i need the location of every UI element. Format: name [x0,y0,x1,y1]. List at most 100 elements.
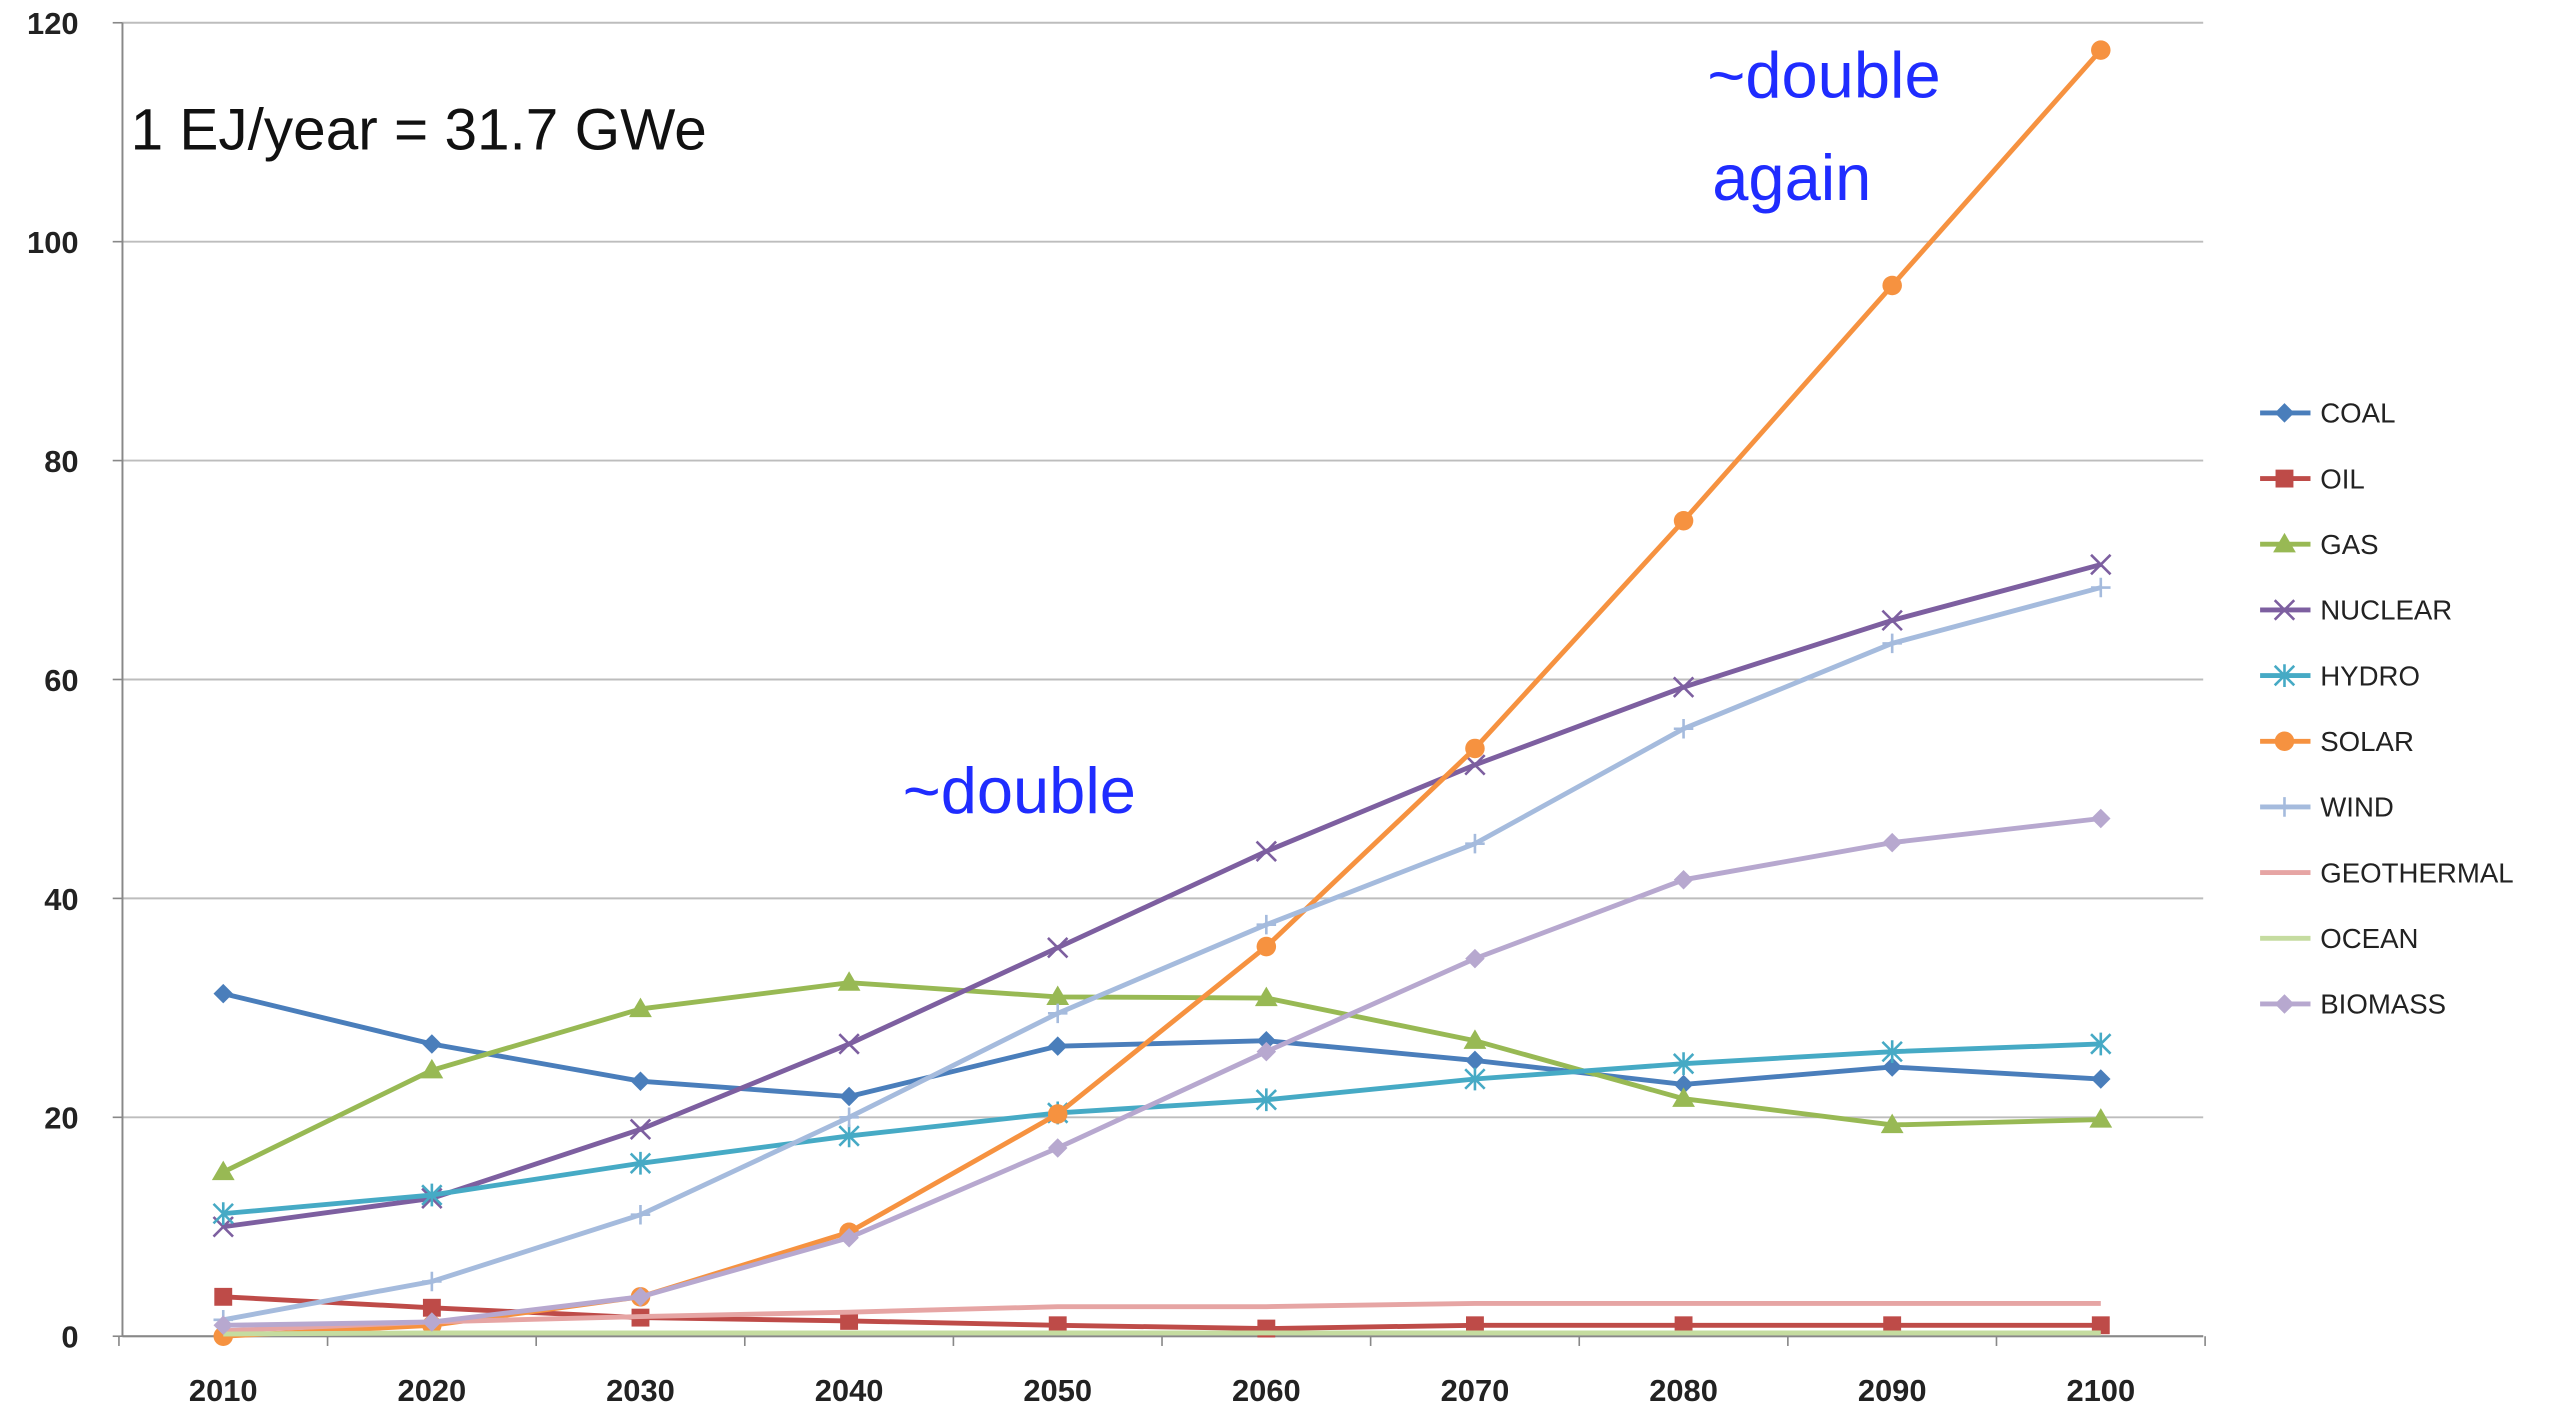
marker [2274,731,2295,752]
marker [420,1058,444,1079]
marker [1465,1050,1485,1071]
marker [629,997,652,1018]
marker [839,1107,859,1128]
marker [2091,808,2111,829]
marker [1882,633,1902,654]
marker [2274,797,2295,817]
marker [629,1151,652,1175]
series-line [223,1330,2101,1337]
marker [629,1118,652,1141]
y-tick-label: 60 [44,663,78,698]
marker [2273,599,2296,621]
marker [1881,609,1903,632]
y-tick-label: 0 [61,1320,78,1355]
marker [1046,985,1070,1006]
marker [839,1086,859,1107]
marker [838,1124,860,1148]
marker [1465,738,1485,759]
marker [2274,994,2295,1014]
series [211,971,2113,1181]
marker [630,1071,651,1091]
series [213,983,2111,1107]
series-line [223,48,2103,1339]
y-tick-label: 20 [44,1101,78,1136]
legend-label: GAS [2320,529,2378,560]
series [223,1330,2101,1337]
marker [2091,40,2111,60]
marker [2090,1032,2112,1056]
marker [839,1227,859,1248]
marker [1464,754,1486,776]
legend-label: OIL [2320,463,2365,494]
series-line [223,1300,2101,1334]
x-tick-label: 2090 [1858,1373,1927,1408]
legend-label: SOLAR [2320,726,2414,757]
x-tick-label: 2020 [398,1373,467,1408]
x-tick-label: 2050 [1023,1373,1092,1408]
marker [213,983,234,1004]
marker [1882,275,1902,296]
marker [1672,676,1695,698]
marker [1465,948,1485,969]
marker [1256,1041,1277,1062]
marker [1047,1138,1068,1158]
annotation: 1 EJ/year = 31.7 GWe [131,98,707,163]
marker [1256,936,1277,957]
x-tick-label: 2040 [815,1373,884,1408]
marker [1673,1074,1694,1095]
marker [422,1312,442,1332]
marker [214,1287,233,1306]
series-line [223,1041,2101,1217]
marker [212,1202,234,1226]
series [212,1032,2112,1226]
series [213,40,2111,1346]
marker [1881,1040,1903,1064]
marker [1047,936,1069,959]
x-tick-label: 2100 [2066,1373,2135,1408]
marker [1047,1036,1068,1056]
marker [838,1033,860,1055]
legend-label: HYDRO [2320,660,2420,691]
marker [1673,718,1694,739]
y-tick-label: 120 [27,6,79,41]
series-line [222,991,2101,1099]
marker [2273,532,2296,553]
x-tick-label: 2060 [1232,1373,1301,1408]
legend-label: OCEAN [2320,923,2418,954]
y-tick-label: 40 [44,882,78,917]
marker [1673,870,1694,890]
marker [2273,664,2296,687]
y-tick-label: 80 [44,444,78,479]
legend-label: NUCLEAR [2320,595,2452,626]
marker [840,1311,859,1330]
annotation: ~double [1707,39,1940,112]
x-tick-label: 2010 [189,1373,258,1408]
marker [630,1204,651,1225]
legend-label: COAL [2320,398,2395,429]
legend-label: BIOMASS [2320,989,2446,1020]
annotation: ~double [903,754,1136,827]
marker [1256,914,1277,935]
series [212,553,2112,1238]
x-tick-label: 2080 [1649,1373,1718,1408]
marker [1672,1052,1695,1076]
x-tick-label: 2030 [606,1373,675,1408]
marker [2090,553,2112,576]
marker [1254,986,1278,1007]
marker [2091,577,2111,598]
marker [421,1183,443,1207]
series-line [223,816,2102,1328]
marker [2274,403,2295,423]
marker [2089,1108,2113,1128]
marker [1882,832,1902,853]
y-tick-label: 100 [27,225,79,260]
marker [211,1160,235,1181]
marker [837,971,861,991]
legend-label: WIND [2320,792,2394,823]
series-line [222,562,2102,1230]
marker [422,1298,441,1317]
marker [1047,1104,1068,1124]
marker [1255,840,1278,863]
